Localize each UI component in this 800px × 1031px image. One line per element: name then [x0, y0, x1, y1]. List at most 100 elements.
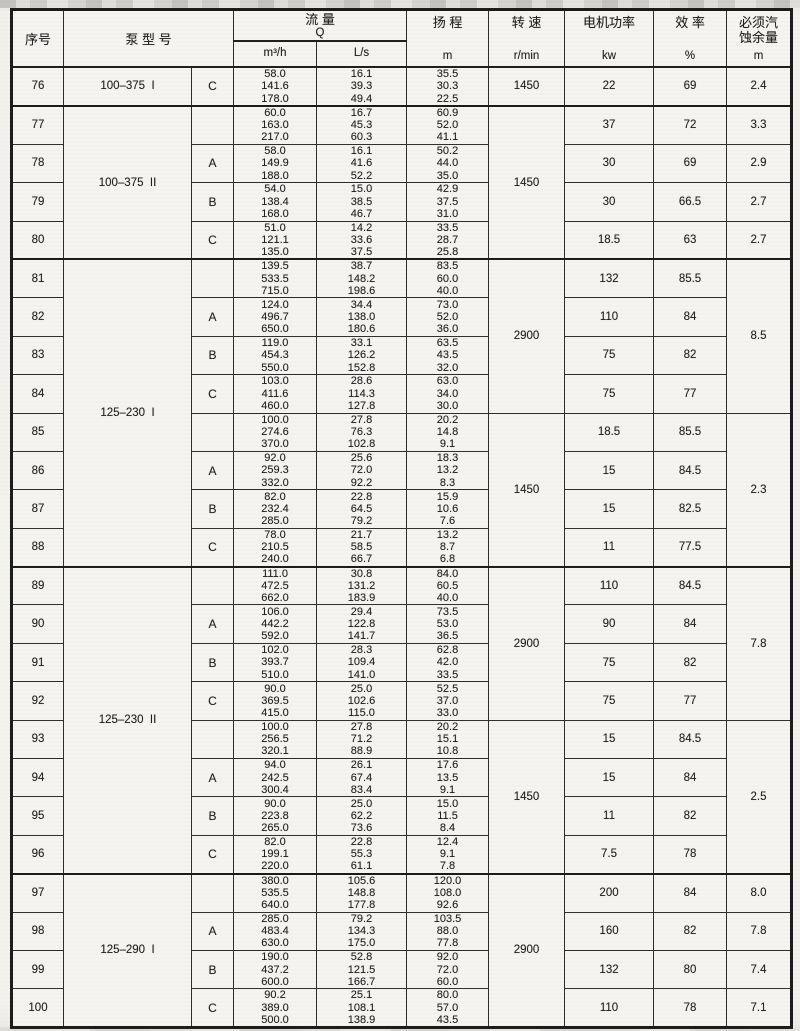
flow-unit-m3h: m³/h — [233, 40, 318, 68]
variant-cell — [190, 872, 235, 913]
eff-label: 效 率 — [675, 15, 705, 30]
head-cell: 120.0 108.0 92.6 — [406, 872, 490, 913]
head-cell: 73.0 52.0 36.0 — [406, 297, 490, 337]
flow-m3h-cell: 51.0 121.1 135.0 — [233, 220, 318, 260]
serial-cell: 97 — [11, 872, 64, 913]
serial-cell: 79 — [11, 182, 64, 222]
flow-ls-cell: 29.4 122.8 141.7 — [316, 604, 408, 644]
table-body: 76 100–375 I C 58.0 141.6 178.0 16.1 39.3 49… — [11, 66, 793, 1029]
variant-cell: A — [190, 604, 235, 644]
serial-cell: 76 — [11, 66, 64, 107]
flow-m3h-cell: 139.5 533.5 715.0 — [233, 258, 318, 299]
table-row: 79 B 54.0 138.4 168.0 15.0 38.5 46.7 42.9 37… — [11, 182, 793, 222]
npsh-cell: 2.9 — [726, 143, 793, 184]
col-npsh-header: 必须汽 蚀余量 m — [726, 9, 793, 68]
npsh-cell: 7.8 — [726, 911, 793, 951]
serial-cell: 84 — [11, 374, 64, 414]
serial-cell: 82 — [11, 297, 64, 337]
table-row: 95 B 90.0 223.8 265.0 25.0 62.2 73.6 15.0 11… — [11, 796, 792, 836]
serial-cell: 80 — [11, 220, 64, 260]
variant-cell: C — [190, 374, 235, 414]
serial-cell: 100 — [11, 988, 64, 1029]
flow-m3h-cell: 54.0 138.4 168.0 — [233, 182, 318, 222]
eff-cell: 69 — [653, 66, 728, 107]
serial-cell: 99 — [11, 949, 64, 990]
flow-ls-cell: 15.0 38.5 46.7 — [316, 182, 408, 222]
power-cell: 15 — [564, 719, 655, 760]
npsh-cell: 2.5 — [726, 719, 793, 875]
head-cell: 17.6 13.5 9.1 — [406, 758, 490, 798]
flow-ls-cell: 52.8 121.5 166.7 — [316, 949, 408, 990]
scan-artifact-top — [0, 0, 800, 8]
eff-cell: 84.5 — [653, 450, 728, 491]
power-cell: 15 — [564, 758, 655, 798]
power-cell: 75 — [564, 681, 655, 721]
eff-cell: 82 — [653, 642, 728, 683]
table-row: 78 A 58.0 149.9 188.0 16.1 41.6 52.2 50.2 44… — [11, 143, 793, 184]
eff-cell: 84.5 — [653, 565, 728, 606]
power-cell: 200 — [564, 872, 655, 913]
npsh-cell: 2.4 — [726, 66, 793, 107]
eff-cell: 85.5 — [653, 412, 728, 452]
table-row: 86 A 92.0 259.3 332.0 25.6 72.0 92.2 18.3 13… — [11, 450, 792, 491]
power-unit: kw — [601, 50, 617, 62]
head-label: 扬 程 — [432, 15, 463, 30]
flow-m3h-cell: 58.0 141.6 178.0 — [233, 66, 318, 107]
flow-m3h-cell: 92.0 259.3 332.0 — [233, 450, 318, 491]
variant-cell — [190, 258, 235, 299]
flow-ls-cell: 30.8 131.2 183.9 — [316, 565, 408, 606]
power-cell: 110 — [564, 988, 655, 1029]
power-cell: 11 — [564, 796, 655, 836]
eff-cell: 84.5 — [653, 719, 728, 760]
speed-cell: 2900 — [488, 258, 566, 414]
flow-ls-cell: 105.6 148.8 177.8 — [316, 872, 408, 913]
head-unit: m — [442, 50, 453, 62]
serial-cell: 94 — [11, 758, 64, 798]
table-row: 89 125–230 II 111.0 472.5 662.0 30.8 131.2 … — [11, 565, 793, 875]
power-cell: 18.5 — [564, 220, 655, 260]
flow-ls-cell: 38.7 148.2 198.6 — [316, 258, 408, 299]
flow-ls-cell: 22.8 64.5 79.2 — [316, 489, 408, 529]
header-row-2: m³/h L/s — [12, 40, 792, 68]
flow-ls-cell: 25.0 102.6 115.0 — [316, 681, 408, 721]
power-cell: 132 — [564, 258, 655, 299]
head-cell: 52.5 37.0 33.0 — [406, 681, 490, 721]
npsh-label-line1: 必须汽 — [739, 15, 779, 30]
power-cell: 110 — [564, 565, 655, 606]
flow-ls-cell: 79.2 134.3 175.0 — [316, 911, 408, 951]
eff-cell: 82 — [653, 335, 728, 376]
serial-cell: 89 — [11, 565, 64, 606]
col-eff-header: 效 率 % — [653, 9, 728, 68]
eff-cell: 84 — [653, 297, 728, 337]
flow-ls-cell: 27.8 76.3 102.8 — [316, 412, 408, 452]
variant-cell: C — [190, 220, 235, 260]
power-cell: 75 — [564, 642, 655, 683]
npsh-cell: 3.3 — [726, 104, 793, 145]
flow-ls-cell: 34.4 138.0 180.6 — [316, 297, 408, 337]
variant-cell: C — [190, 527, 235, 568]
table-row: 94 A 94.0 242.5 300.4 26.1 67.4 83.4 17.6 13… — [11, 758, 792, 798]
power-cell: 18.5 — [564, 412, 655, 452]
head-cell: 50.2 44.0 35.0 — [406, 143, 490, 184]
variant-cell: B — [190, 489, 235, 529]
power-cell: 22 — [564, 66, 655, 107]
flow-m3h-cell: 90.0 223.8 265.0 — [233, 796, 318, 836]
table-row: 99 B 190.0 437.2 600.0 52.8 121.5 166.7 92.0… — [11, 949, 793, 990]
speed-label: 转 速 — [511, 15, 542, 30]
flow-m3h-cell: 60.0 163.0 217.0 — [233, 104, 318, 145]
eff-cell: 77 — [653, 681, 728, 721]
variant-cell: B — [190, 796, 235, 836]
eff-cell: 63 — [653, 220, 728, 260]
flow-ls-cell: 26.1 67.4 83.4 — [316, 758, 408, 798]
variant-cell: C — [190, 988, 235, 1029]
flow-m3h-cell: 90.2 389.0 500.0 — [233, 988, 318, 1029]
head-cell: 15.9 10.6 7.6 — [406, 489, 490, 529]
serial-cell: 86 — [11, 450, 64, 491]
head-cell: 103.5 88.0 77.8 — [406, 911, 490, 951]
head-cell: 20.2 15.1 10.8 — [406, 719, 490, 760]
eff-cell: 78 — [653, 988, 728, 1029]
serial-cell: 77 — [11, 104, 64, 145]
head-cell: 62.8 42.0 33.5 — [406, 642, 490, 683]
model-cell: 125–290 I — [63, 872, 192, 1029]
variant-cell: A — [190, 911, 235, 951]
